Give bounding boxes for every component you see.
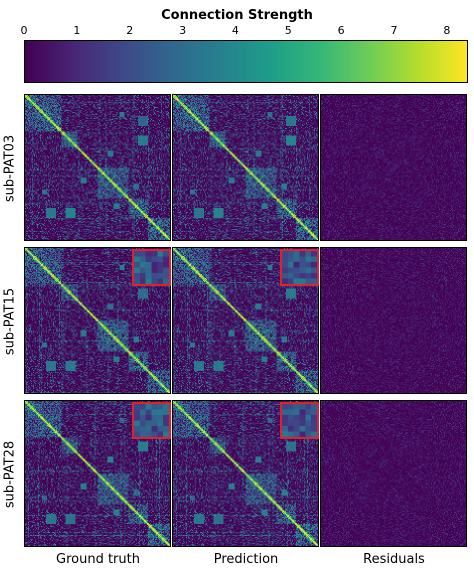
heatmap-sub-pat28-prediction bbox=[172, 400, 319, 547]
col-label-residuals: Residuals bbox=[363, 552, 425, 567]
colorbar-tick: 3 bbox=[179, 24, 187, 37]
row-label-3: sub-PAT28 bbox=[2, 440, 18, 509]
heatmap-sub-pat28-ground-truth bbox=[24, 400, 171, 547]
col-label-prediction: Prediction bbox=[213, 552, 279, 567]
colorbar-tick: 5 bbox=[284, 24, 292, 37]
heatmap-sub-pat03-prediction bbox=[172, 94, 319, 241]
col-label-ground-truth: Ground truth bbox=[56, 552, 140, 567]
colorbar-tick: 7 bbox=[390, 24, 398, 37]
colorbar bbox=[24, 40, 468, 83]
heatmap-sub-pat15-residuals bbox=[320, 247, 467, 394]
heatmap-sub-pat15-prediction bbox=[172, 247, 319, 394]
heatmap-sub-pat03-residuals bbox=[320, 94, 467, 241]
heatmap-sub-pat15-ground-truth bbox=[24, 247, 171, 394]
colorbar-tick: 2 bbox=[126, 24, 134, 37]
heatmap-sub-pat28-residuals bbox=[320, 400, 467, 547]
colorbar-tick: 4 bbox=[231, 24, 239, 37]
colorbar-title: Connection Strength bbox=[161, 8, 313, 23]
colorbar-tick: 1 bbox=[73, 24, 81, 37]
row-label-2: sub-PAT15 bbox=[2, 287, 18, 356]
colorbar-tick: 8 bbox=[443, 24, 451, 37]
colorbar-tick: 6 bbox=[337, 24, 345, 37]
heatmap-sub-pat03-ground-truth bbox=[24, 94, 171, 241]
colorbar-tick: 0 bbox=[20, 24, 28, 37]
row-label-1: sub-PAT03 bbox=[2, 134, 18, 203]
